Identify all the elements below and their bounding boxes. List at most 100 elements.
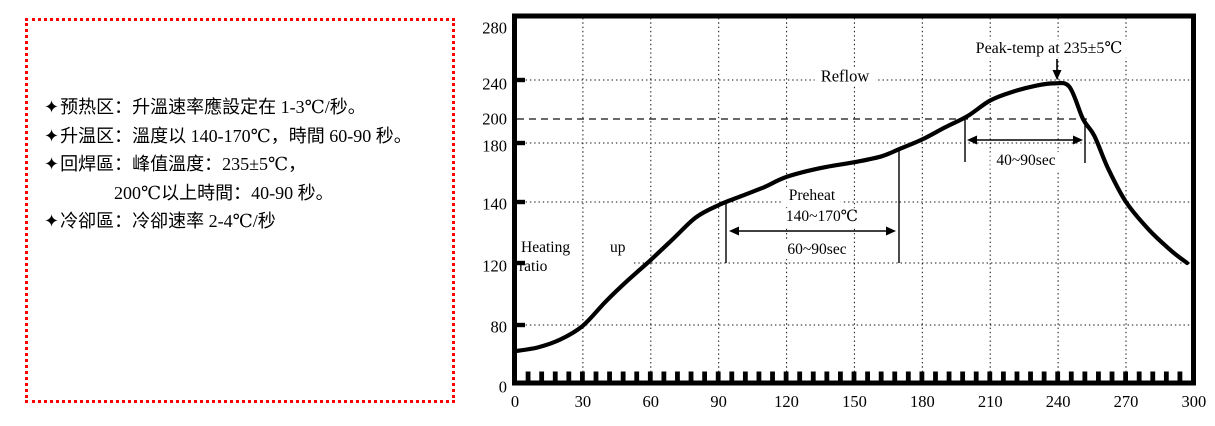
preheat-duration-arrow-right-arrowhead-icon [886,226,896,236]
note-bullet-icon: ✦ [44,125,60,146]
note-line-preheat-zone: ✦预热区：升溫速率應設定在 1-3℃/秒。 [44,93,446,122]
y-axis-tick [517,140,525,146]
y-axis-label: 240 [482,75,507,94]
note-bullet-icon: ✦ [44,154,60,175]
note-text: 升温区：溫度以 140-170℃，時間 60-90 秒。 [60,125,412,146]
above200-duration-arrow-right-arrowhead-icon [1073,135,1083,145]
x-axis-minor-tick [824,371,830,381]
x-axis-minor-tick [1041,371,1047,381]
x-axis-label: 30 [575,392,592,411]
x-axis-minor-tick [1096,371,1101,381]
x-axis-minor-tick [1014,371,1020,381]
note-line-rampup-zone: ✦升温区：溫度以 140-170℃，時間 60-90 秒。 [44,122,446,151]
note-line-cooling-zone: ✦冷卻區：冷卻速率 2-4℃/秒 [44,207,446,236]
x-axis-minor-tick [742,371,748,381]
x-axis-minor-tick [1136,371,1142,381]
heating-ratio-label-word2: up [610,239,626,256]
x-axis-minor-tick [905,371,911,381]
x-axis-minor-tick [688,371,694,381]
y-axis-label: 80 [491,318,508,337]
preheat-temp-range-label: 140~170℃ [779,208,865,226]
x-axis-minor-tick [525,371,531,381]
x-axis-minor-tick [797,371,803,381]
x-axis-minor-tick [729,371,735,381]
x-axis-minor-tick [946,371,952,381]
note-text: 回焊區：峰值溫度：235±5℃， [60,154,307,175]
x-axis-label: 270 [1114,392,1139,411]
note-bullet-icon: ✦ [44,211,60,232]
temperature-profile-curve [512,80,1190,354]
x-axis-label: 180 [910,392,935,411]
x-axis-minor-tick [770,371,775,381]
x-axis-minor-tick [756,371,762,381]
preheat-duration-arrow-left-arrowhead-icon [729,226,739,236]
x-axis-minor-tick [1163,371,1169,381]
plot-border [512,13,1196,386]
x-axis-minor-tick [539,371,545,381]
y-axis-label: 0 [499,378,507,397]
x-axis-minor-tick [1082,371,1088,381]
x-axis-minor-tick [1055,371,1061,381]
above200-time-range-label: 40~90sec [990,152,1062,170]
x-axis-minor-tick [892,371,898,381]
x-axis-minor-tick [661,371,667,381]
peak-arrow-head-icon [1052,70,1062,80]
x-axis-minor-tick [552,371,558,381]
x-axis-label: 60 [643,392,660,411]
peak-temp-label: Peak-temp at 235±5℃ [969,39,1129,59]
x-axis-minor-tick [1150,371,1156,381]
x-axis-minor-tick [851,371,857,381]
x-axis-minor-tick [838,371,843,381]
x-axis-minor-tick [647,371,653,381]
note-text: 200℃以上時間：40-90 秒。 [114,182,334,203]
x-axis-minor-tick [1068,371,1074,381]
x-axis-minor-tick [810,371,816,381]
y-axis-label: 120 [482,257,507,276]
y-axis-tick [517,199,525,205]
x-axis-minor-tick [1028,371,1033,381]
preheat-time-range-label: 60~90sec [781,241,853,259]
note-bullet-icon: ✦ [44,97,60,117]
x-axis-label: 150 [842,392,867,411]
y-axis-label: 140 [482,195,507,214]
x-axis-minor-tick [607,371,612,381]
above200-duration-arrow-left-arrowhead-icon [967,135,977,145]
x-axis-minor-tick [973,371,979,381]
x-axis-minor-tick [878,371,884,381]
x-axis-minor-tick [1109,371,1115,381]
x-axis-minor-tick [1000,371,1006,381]
x-axis-minor-tick [715,371,721,381]
x-axis-minor-tick [783,371,789,381]
note-line-reflow-zone-cont: 200℃以上時間：40-90 秒。 [44,179,446,208]
x-axis-label: 300 [1182,392,1207,411]
heating-ratio-label-word3: ratio [519,258,548,275]
x-axis-minor-tick [620,371,626,381]
note-text: 冷卻區：冷卻速率 2-4℃/秒 [60,211,276,232]
x-axis-minor-tick [865,371,870,381]
x-axis-label: 240 [1046,392,1071,411]
y-axis-tick [517,260,525,266]
x-axis-minor-tick [580,371,585,381]
x-axis-label: 210 [978,392,1003,411]
x-axis-label: 0 [511,392,519,411]
note-text: 预热区：升溫速率應設定在 1-3℃/秒。 [60,97,366,117]
x-axis-minor-tick [960,371,966,381]
heating-ratio-label-word1: Heating [521,239,571,256]
x-axis-label: 90 [710,392,727,411]
y-axis-tick [517,77,525,83]
x-axis-minor-tick [702,371,708,381]
x-axis-minor-tick [919,371,925,381]
x-axis-minor-tick [933,371,938,381]
y-axis-label: 180 [482,137,507,156]
x-axis-minor-tick [634,371,640,381]
x-axis-minor-tick [593,371,599,381]
x-axis-minor-tick [566,371,572,381]
x-axis-label: 120 [774,392,799,411]
notes-text-block: ✦预热区：升溫速率應設定在 1-3℃/秒。 ✦升温区：溫度以 140-170℃，… [28,21,452,236]
x-axis-minor-tick [987,371,993,381]
x-axis-minor-tick [1177,371,1183,381]
y-axis-label: 280 [482,19,507,38]
y-axis-tick [517,322,525,328]
